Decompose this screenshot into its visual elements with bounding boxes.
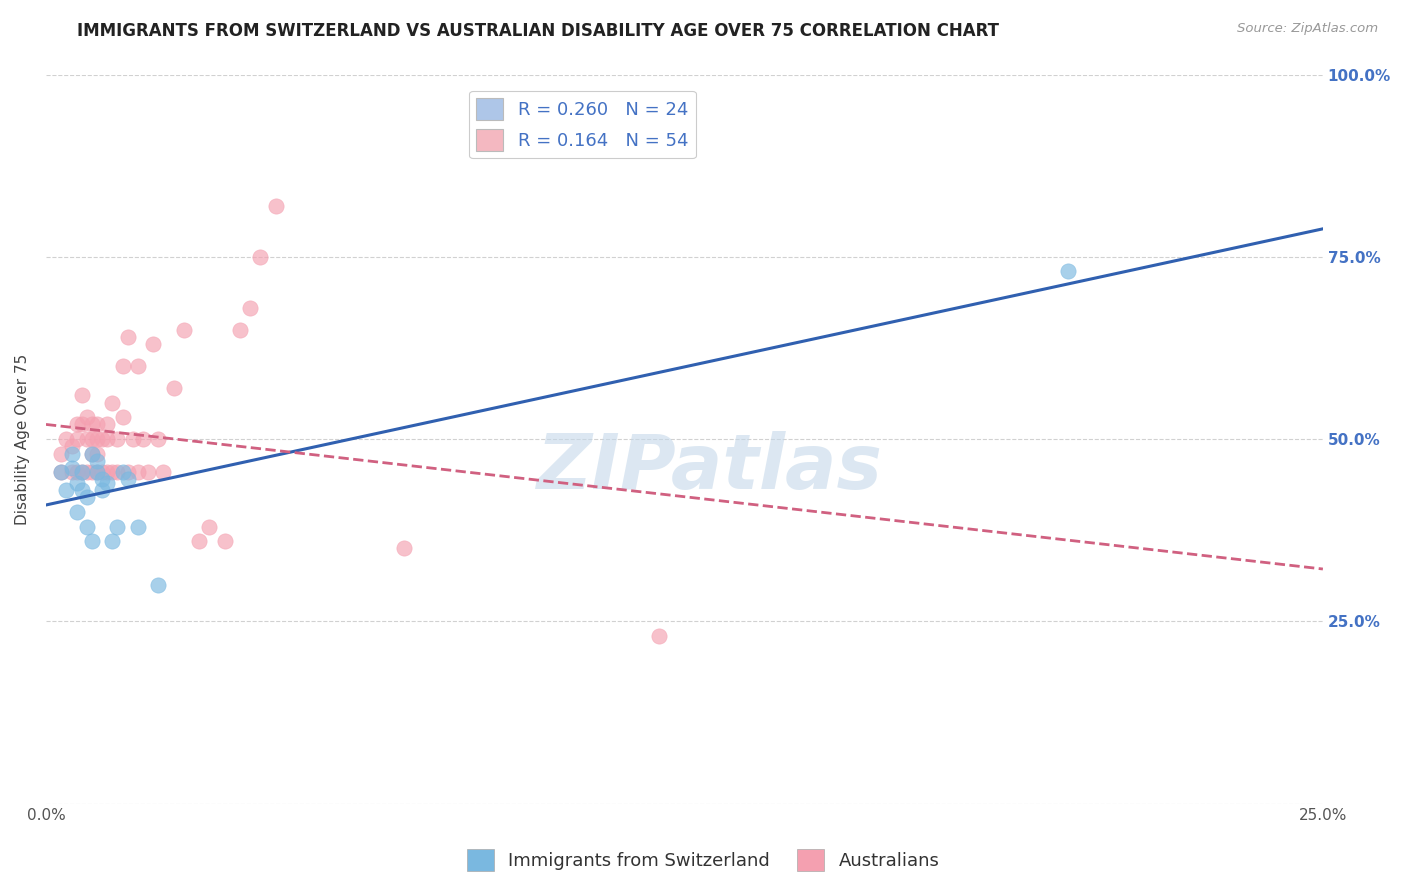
Point <box>392 541 415 556</box>
Point <box>55 483 77 497</box>
Y-axis label: Disability Age Over 75: Disability Age Over 75 <box>15 353 30 524</box>
Point <box>60 447 83 461</box>
Point <box>86 432 108 446</box>
Point <box>111 465 134 479</box>
Point <box>1056 264 1078 278</box>
Point <box>80 465 103 479</box>
Point <box>142 337 165 351</box>
Point <box>70 465 93 479</box>
Point <box>70 417 93 432</box>
Point <box>107 519 129 533</box>
Point <box>229 323 252 337</box>
Point <box>107 465 129 479</box>
Point <box>264 199 287 213</box>
Point <box>96 465 118 479</box>
Point <box>65 475 87 490</box>
Point <box>70 483 93 497</box>
Point <box>96 432 118 446</box>
Point <box>101 395 124 409</box>
Point <box>111 359 134 373</box>
Point <box>70 465 93 479</box>
Point <box>55 432 77 446</box>
Point <box>76 519 98 533</box>
Point <box>173 323 195 337</box>
Point <box>51 465 73 479</box>
Point <box>60 465 83 479</box>
Point <box>80 534 103 549</box>
Point <box>117 465 139 479</box>
Point <box>101 465 124 479</box>
Point <box>121 432 143 446</box>
Legend: Immigrants from Switzerland, Australians: Immigrants from Switzerland, Australians <box>460 842 946 879</box>
Point <box>80 447 103 461</box>
Point <box>111 410 134 425</box>
Point <box>214 534 236 549</box>
Text: Source: ZipAtlas.com: Source: ZipAtlas.com <box>1237 22 1378 36</box>
Point <box>127 465 149 479</box>
Point <box>86 454 108 468</box>
Point <box>65 505 87 519</box>
Point <box>60 439 83 453</box>
Point <box>91 472 114 486</box>
Point <box>117 472 139 486</box>
Point <box>86 417 108 432</box>
Point <box>51 465 73 479</box>
Point <box>163 381 186 395</box>
Point <box>51 447 73 461</box>
Point <box>96 475 118 490</box>
Point <box>91 432 114 446</box>
Point <box>117 330 139 344</box>
Point <box>80 432 103 446</box>
Point <box>648 629 671 643</box>
Point <box>96 417 118 432</box>
Point <box>60 461 83 475</box>
Point <box>239 301 262 315</box>
Text: ZIPatlas: ZIPatlas <box>537 431 883 505</box>
Point <box>76 410 98 425</box>
Point <box>76 491 98 505</box>
Point <box>107 432 129 446</box>
Point <box>148 432 170 446</box>
Point <box>65 465 87 479</box>
Point <box>91 483 114 497</box>
Point <box>198 519 221 533</box>
Point <box>249 250 271 264</box>
Point <box>152 465 174 479</box>
Point <box>127 519 149 533</box>
Point <box>86 465 108 479</box>
Point <box>80 417 103 432</box>
Point <box>101 534 124 549</box>
Text: IMMIGRANTS FROM SWITZERLAND VS AUSTRALIAN DISABILITY AGE OVER 75 CORRELATION CHA: IMMIGRANTS FROM SWITZERLAND VS AUSTRALIA… <box>77 22 1000 40</box>
Point <box>148 578 170 592</box>
Point <box>136 465 159 479</box>
Point <box>65 417 87 432</box>
Point <box>127 359 149 373</box>
Point <box>188 534 211 549</box>
Legend: R = 0.260   N = 24, R = 0.164   N = 54: R = 0.260 N = 24, R = 0.164 N = 54 <box>470 91 696 159</box>
Point <box>80 447 103 461</box>
Point <box>86 447 108 461</box>
Point <box>76 465 98 479</box>
Point <box>70 388 93 402</box>
Point <box>86 465 108 479</box>
Point <box>132 432 155 446</box>
Point <box>91 465 114 479</box>
Point <box>76 432 98 446</box>
Point <box>65 432 87 446</box>
